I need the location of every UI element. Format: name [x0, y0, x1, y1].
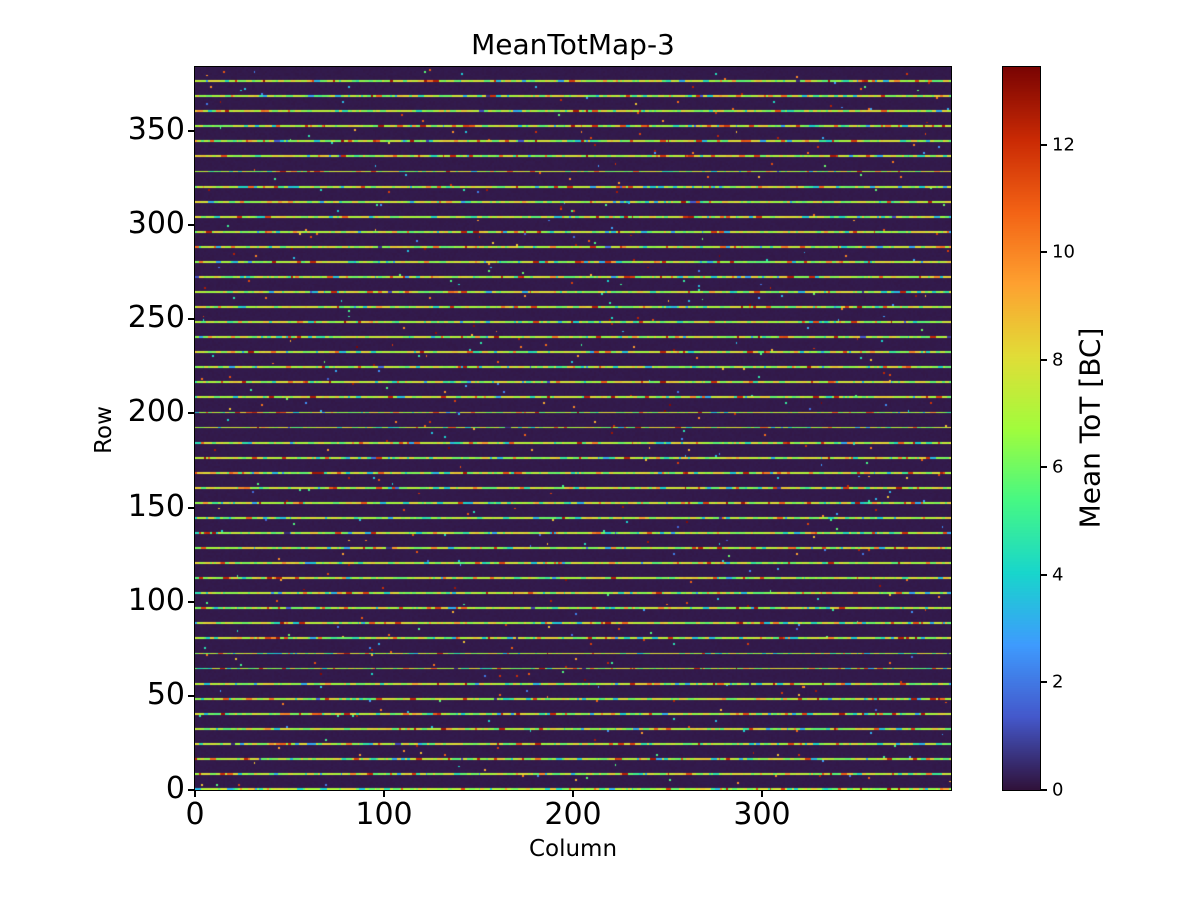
y-tick-mark — [188, 318, 195, 321]
y-tick-mark — [188, 789, 195, 791]
colorbar-tick-mark — [1041, 358, 1047, 361]
x-axis-label: Column — [528, 836, 618, 862]
colorbar-tick-label: 12 — [1052, 134, 1075, 156]
colorbar-tick-mark — [1041, 573, 1047, 576]
y-tick-label: 0 — [165, 771, 185, 807]
y-tick-mark — [188, 130, 195, 133]
y-tick-mark — [188, 506, 195, 509]
colorbar-canvas — [1003, 67, 1040, 790]
x-tick-mark — [572, 790, 574, 797]
colorbar-tick-label: 0 — [1052, 779, 1064, 801]
colorbar-tick-label: 8 — [1052, 349, 1064, 371]
y-tick-label: 350 — [127, 112, 185, 148]
y-tick-mark — [188, 412, 195, 415]
colorbar-tick-label: 2 — [1052, 671, 1064, 693]
x-tick-label: 0 — [185, 797, 205, 832]
y-tick-label: 50 — [146, 676, 185, 712]
heatmap-canvas — [195, 67, 951, 790]
y-tick-mark — [188, 224, 195, 227]
chart-title: MeanTotMap-3 — [471, 28, 675, 61]
x-tick-label: 100 — [355, 797, 413, 832]
colorbar-tick-mark — [1041, 466, 1047, 469]
y-tick-mark — [188, 694, 195, 697]
x-tick-mark — [194, 790, 196, 797]
x-tick-mark — [383, 790, 385, 797]
colorbar-tick-mark — [1041, 789, 1047, 791]
y-tick-label: 250 — [127, 300, 185, 336]
x-tick-label: 200 — [544, 797, 602, 832]
colorbar-tick-mark — [1041, 681, 1047, 684]
x-tick-mark — [761, 790, 763, 797]
y-tick-label: 150 — [127, 488, 185, 524]
colorbar-tick-label: 4 — [1052, 564, 1064, 586]
x-tick-label: 300 — [733, 797, 791, 832]
colorbar-tick-mark — [1041, 143, 1047, 146]
colorbar-label: Mean ToT [BC] — [1073, 327, 1107, 529]
colorbar-tick-label: 6 — [1052, 456, 1064, 478]
y-tick-label: 200 — [127, 394, 185, 430]
y-axis-label: Row — [91, 406, 117, 454]
colorbar-tick-mark — [1041, 251, 1047, 254]
y-tick-mark — [188, 600, 195, 603]
y-tick-label: 300 — [127, 206, 185, 242]
colorbar-tick-label: 10 — [1052, 241, 1075, 263]
y-tick-label: 100 — [127, 582, 185, 618]
